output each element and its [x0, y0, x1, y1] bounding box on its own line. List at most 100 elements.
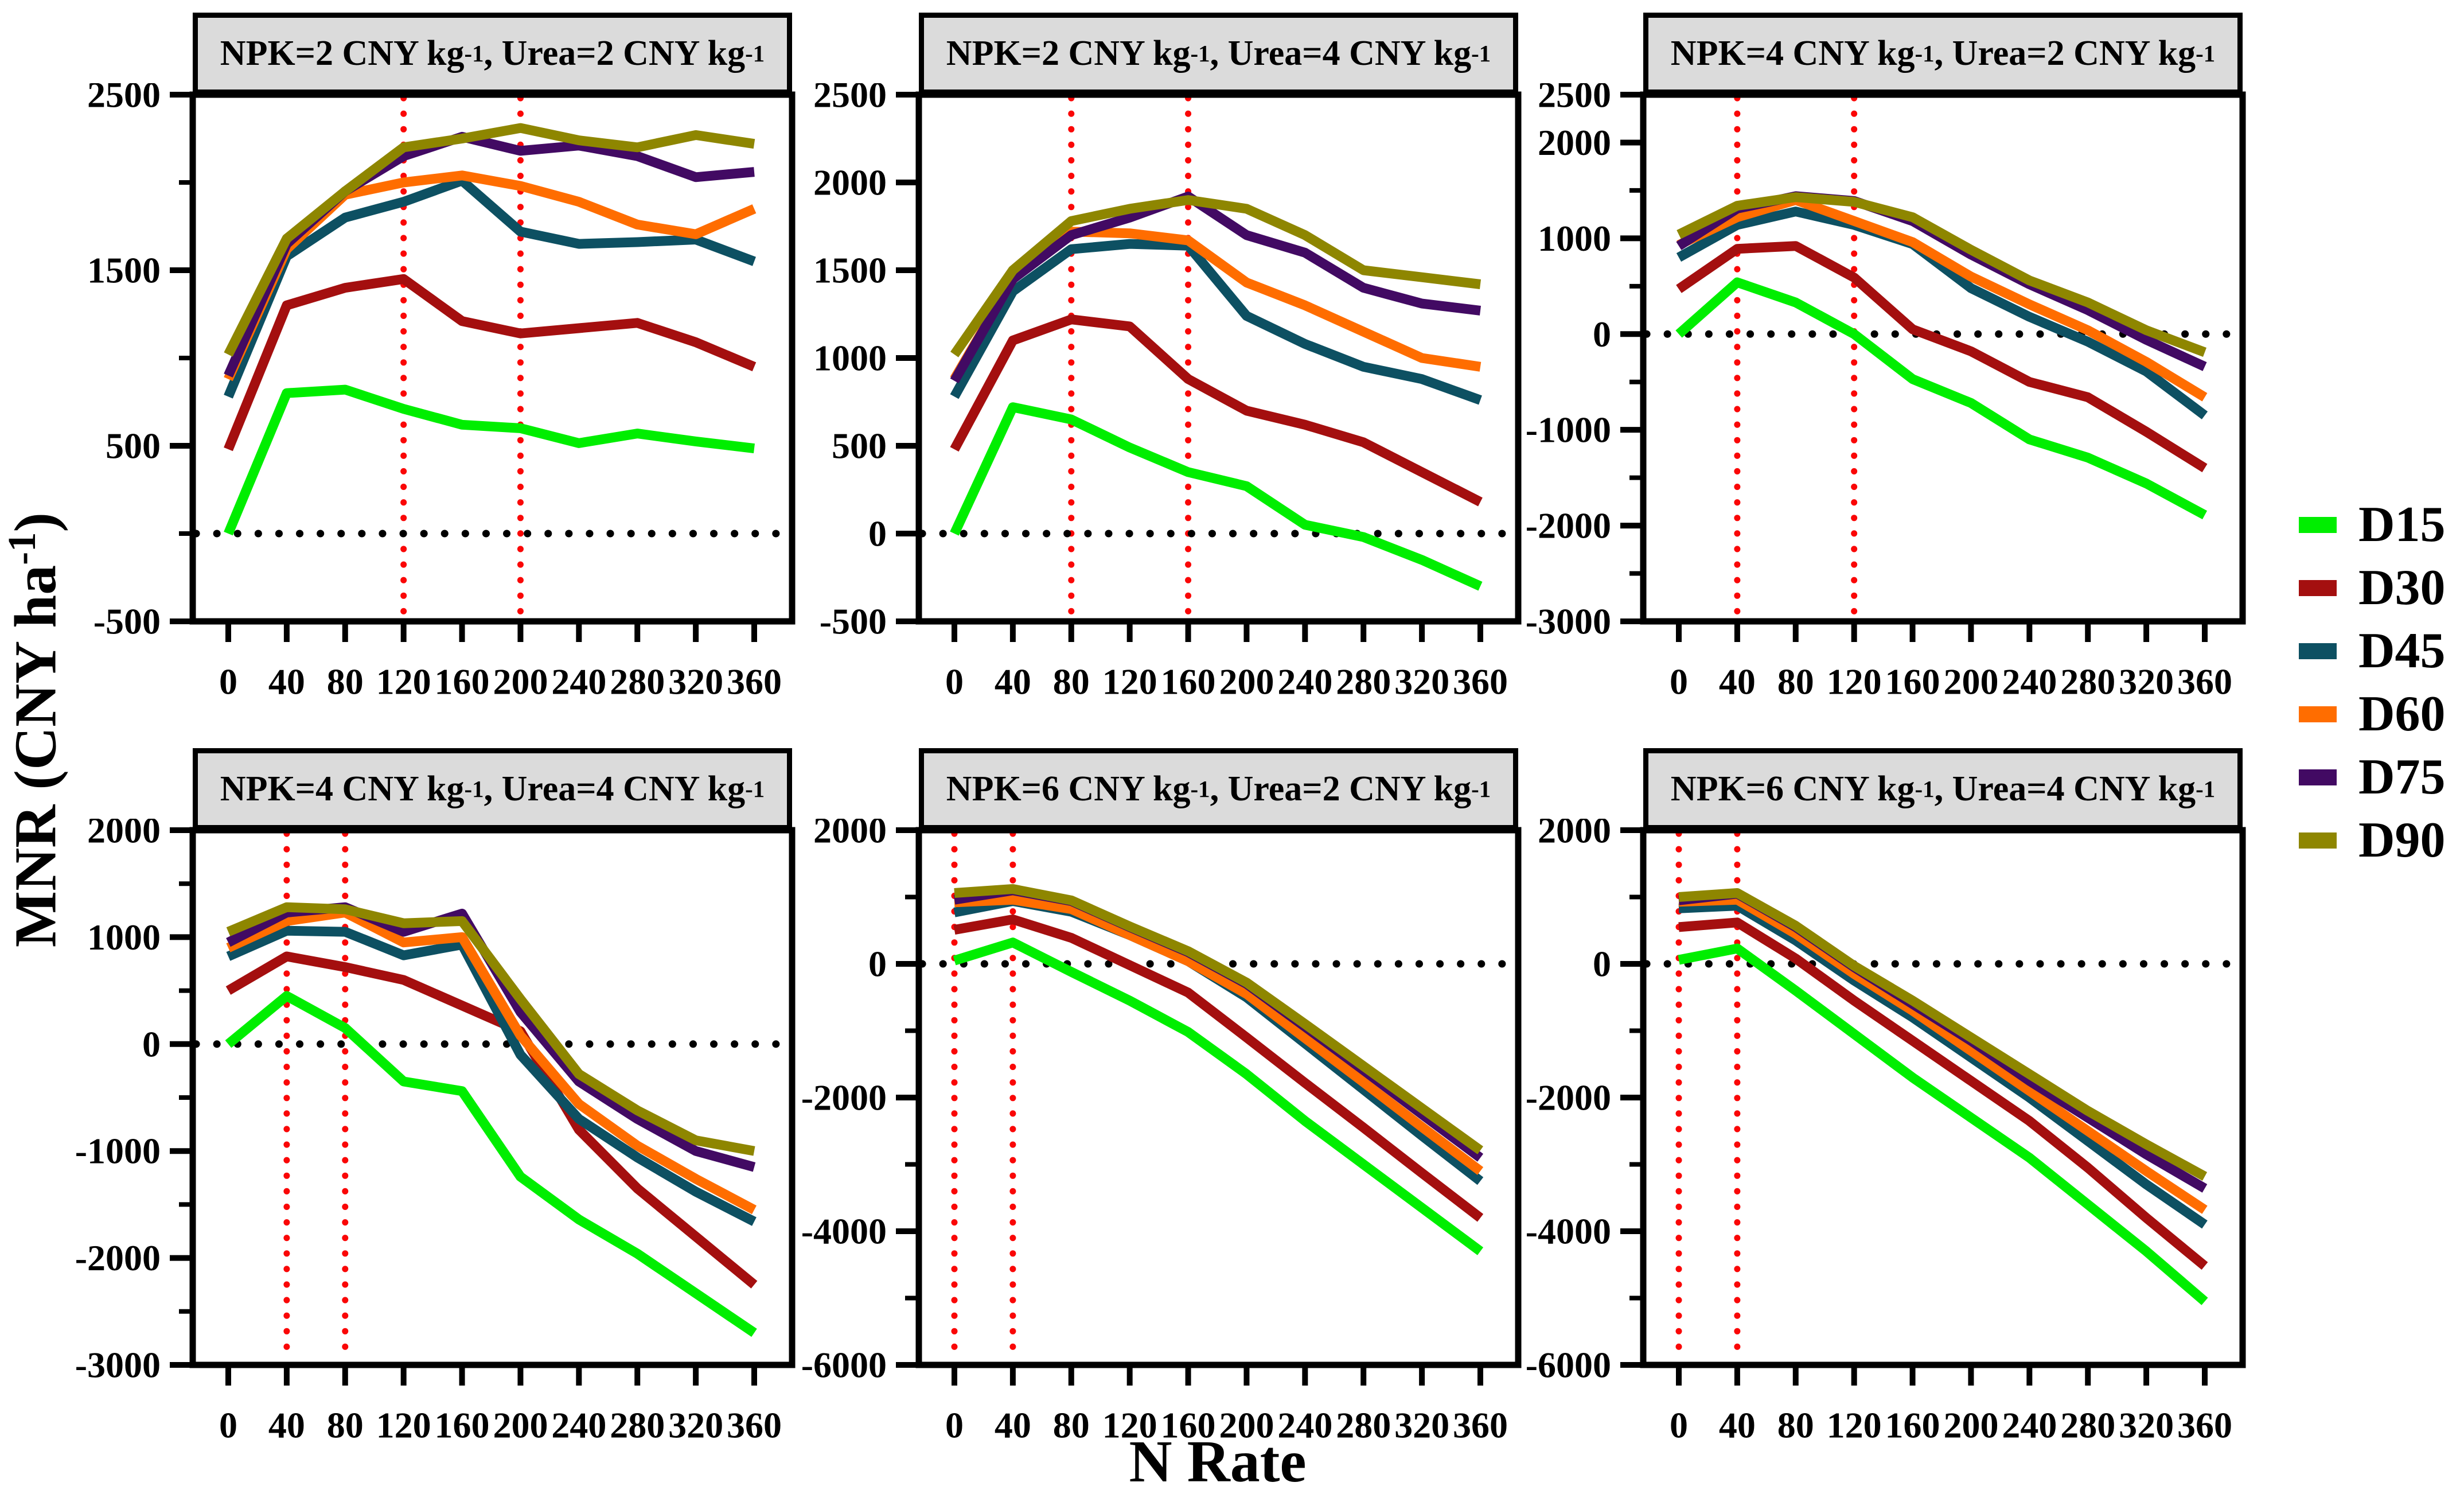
x-tick-label: 200 — [1219, 662, 1274, 702]
x-tick-label: 200 — [1943, 1405, 1998, 1446]
x-tick-label: 80 — [1777, 662, 1814, 702]
x-tick-label: 360 — [727, 662, 782, 702]
x-tick-label: 240 — [2002, 662, 2057, 702]
series-line-D30 — [225, 951, 758, 1289]
y-tick-label: 1000 — [87, 917, 161, 958]
series-line-D30 — [1678, 917, 2208, 1270]
legend-swatch-D15 — [2299, 517, 2337, 533]
y-tick-label: 0 — [1593, 314, 1611, 355]
series-line-D15 — [1678, 943, 2208, 1305]
x-tick-label: 320 — [668, 1405, 723, 1446]
y-tick-label: 1500 — [87, 250, 161, 291]
panel-1-plot: 2500 1500 500 -500 0 40 80 120 160 200 240 280 320 36… — [87, 83, 796, 702]
legend-item-D90: D90 — [2299, 809, 2446, 872]
x-tick-label: 40 — [995, 1405, 1031, 1446]
x-tick-label: 360 — [1453, 662, 1508, 702]
legend-label: D15 — [2358, 497, 2446, 553]
series-line-D15 — [225, 991, 757, 1337]
x-tick-label: 0 — [945, 662, 964, 702]
legend-label: D90 — [2358, 812, 2446, 868]
y-tick-label: -1000 — [1526, 410, 1611, 450]
y-tick-label: -2000 — [75, 1238, 161, 1278]
x-tick-label: 240 — [1277, 662, 1332, 702]
y-tick-label: 2000 — [1538, 819, 1611, 851]
y-tick-label: 1000 — [813, 338, 887, 379]
legend-swatch-D75 — [2299, 769, 2337, 785]
series-line-D15 — [224, 384, 755, 536]
y-tick-label: 1000 — [1538, 218, 1611, 259]
legend-label: D45 — [2358, 623, 2446, 679]
series-line-D45 — [1676, 207, 2208, 419]
series-line-D90 — [950, 195, 1481, 357]
legend-item-D45: D45 — [2299, 620, 2446, 683]
x-tick-label: 0 — [219, 662, 237, 702]
series-line-D30 — [224, 274, 757, 452]
y-tick-label: -500 — [820, 601, 887, 642]
y-tick-label: 2500 — [1538, 83, 1611, 115]
legend-label: D75 — [2358, 749, 2446, 805]
x-tick-label: 280 — [610, 1405, 665, 1446]
y-tick-label: 1500 — [813, 250, 887, 291]
series-line-D45 — [224, 176, 756, 399]
series-line-D90 — [226, 902, 755, 1156]
panel-3-title: NPK=4 CNY kg -1, Urea=2 CNY kg -1 — [1643, 13, 2243, 95]
x-tick-label: 360 — [1453, 1405, 1508, 1446]
x-tick-label: 40 — [268, 662, 305, 702]
panel-2-plot: 2500 2000 1500 1000 500 0 -500 0 40 80 120 160 200 24… — [813, 83, 1522, 702]
x-tick-label: 80 — [327, 662, 364, 702]
y-tick-label: 2000 — [813, 162, 887, 203]
series-line-D15 — [1675, 277, 2208, 520]
x-tick-label: 160 — [1161, 662, 1216, 702]
x-tick-label: 160 — [435, 1405, 490, 1446]
x-tick-label: 40 — [268, 1405, 305, 1446]
y-tick-label: 2500 — [87, 83, 161, 115]
legend-item-D60: D60 — [2299, 683, 2446, 746]
x-tick-label: 280 — [610, 662, 665, 702]
x-tick-label: 160 — [1885, 662, 1940, 702]
y-tick-label: 0 — [868, 944, 887, 985]
x-tick-label: 120 — [1827, 662, 1882, 702]
x-tick-label: 240 — [551, 1405, 606, 1446]
x-tick-label: 40 — [1719, 662, 1756, 702]
x-tick-label: 240 — [2002, 1405, 2057, 1446]
series-line-D15 — [950, 402, 1483, 591]
y-tick-label: -2000 — [1526, 505, 1611, 546]
panel-6-title: NPK=6 CNY kg -1, Urea=4 CNY kg -1 — [1643, 748, 2243, 830]
x-tick-label: 280 — [1336, 662, 1391, 702]
series-line-D90 — [1677, 192, 2206, 357]
legend: D15 D30 D45 D60 D75 D90 — [2299, 493, 2446, 872]
y-tick-label: -6000 — [801, 1345, 887, 1386]
x-tick-label: 280 — [1336, 1405, 1391, 1446]
x-tick-label: 320 — [2119, 662, 2174, 702]
y-tick-label: 2000 — [1538, 122, 1611, 163]
x-tick-label: 200 — [1219, 1405, 1274, 1446]
plot-frame — [1640, 91, 2246, 625]
series-line-D60 — [1677, 195, 2208, 402]
legend-swatch-D90 — [2299, 832, 2337, 849]
x-tick-label: 80 — [1777, 1405, 1814, 1446]
panel-5-title: NPK=6 CNY kg -1, Urea=2 CNY kg -1 — [919, 748, 1518, 830]
y-tick-label: -6000 — [1526, 1345, 1611, 1386]
x-axis-title: N Rate — [1129, 1429, 1307, 1494]
x-tick-label: 120 — [1827, 1405, 1882, 1446]
y-tick-label: 2500 — [813, 83, 887, 115]
y-tick-label: -1000 — [75, 1131, 161, 1172]
panel-4-title: NPK=4 CNY kg -1, Urea=4 CNY kg -1 — [193, 748, 792, 830]
x-tick-label: 240 — [551, 662, 606, 702]
x-tick-label: 360 — [2177, 662, 2232, 702]
y-tick-label: -500 — [93, 601, 161, 642]
legend-label: D30 — [2358, 560, 2446, 616]
x-tick-label: 160 — [1161, 1405, 1216, 1446]
x-tick-label: 0 — [1670, 662, 1688, 702]
series-line-D60 — [954, 894, 1484, 1175]
x-tick-label: 80 — [327, 1405, 364, 1446]
x-tick-label: 280 — [2060, 662, 2115, 702]
x-tick-label: 200 — [1943, 662, 1998, 702]
panel-6-plot: 2000 0 -2000 -4000 -6000 0 40 80 120 160 200 240 280… — [1526, 819, 2246, 1446]
panel-1-title: NPK=2 CNY kg -1, Urea=2 CNY kg -1 — [193, 13, 792, 95]
y-tick-label: 500 — [106, 426, 161, 466]
y-tick-label: 500 — [832, 426, 887, 466]
series-line-D45 — [1678, 901, 2208, 1229]
